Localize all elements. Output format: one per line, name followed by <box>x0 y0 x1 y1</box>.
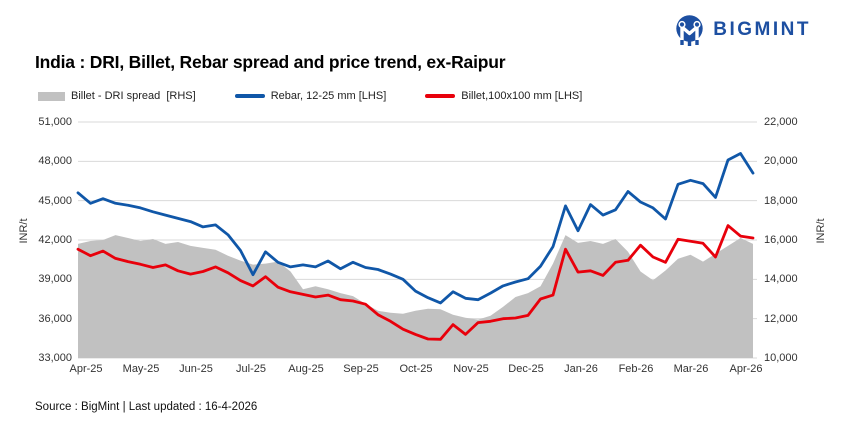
x-axis-tick: Jul-25 <box>236 363 266 375</box>
legend-label-billet: Billet,100x100 mm [LHS] <box>461 90 583 102</box>
chart-legend: Billet - DRI spread [RHS] Rebar, 12-25 m… <box>38 90 582 102</box>
legend-item-spread: Billet - DRI spread [RHS] <box>38 90 196 102</box>
brand-logo: BIGMINT <box>673 13 811 47</box>
left-axis-unit: INR/t <box>18 218 30 244</box>
brand-name: BIGMINT <box>713 19 811 40</box>
x-axis-tick: Jun-25 <box>179 363 213 375</box>
y-axis-right-tick: 10,000 <box>764 352 798 364</box>
x-axis-tick: Feb-26 <box>618 363 654 375</box>
source-note: Source : BigMint | Last updated : 16-4-2… <box>35 401 258 413</box>
page-title: India : DRI, Billet, Rebar spread and pr… <box>35 52 506 72</box>
y-axis-right-tick: 12,000 <box>764 312 798 325</box>
legend-label-spread: Billet - DRI spread [RHS] <box>71 90 196 102</box>
x-axis-tick: Oct-25 <box>399 363 433 375</box>
legend-item-billet: Billet,100x100 mm [LHS] <box>425 90 582 102</box>
x-axis-tick: Aug-25 <box>288 363 324 375</box>
x-axis-tick: Dec-25 <box>508 363 544 375</box>
spread-area-swatch-icon <box>38 91 65 101</box>
y-axis-left-tick: 51,000 <box>38 116 72 128</box>
legend-label-rebar: Rebar, 12-25 mm [LHS] <box>270 90 387 102</box>
right-axis-unit: INR/t <box>815 218 827 244</box>
x-axis-tick: Mar-26 <box>673 363 709 375</box>
x-axis-tick: Sep-25 <box>343 363 379 375</box>
series-line-billet <box>76 224 755 341</box>
rebar-line-swatch-icon <box>234 94 265 98</box>
bigmint-logo-icon <box>676 15 703 46</box>
y-axis-right-tick: 16,000 <box>764 234 798 246</box>
x-axis-tick: Nov-25 <box>453 363 489 375</box>
billet-line-swatch-icon <box>425 94 456 98</box>
legend-item-rebar: Rebar, 12-25 mm [LHS] <box>234 90 387 102</box>
x-axis-tick: Apr-25 <box>69 363 103 375</box>
y-axis-left-tick: 45,000 <box>38 194 72 207</box>
x-axis-tick: Apr-26 <box>729 363 763 375</box>
y-axis-right-tick: 14,000 <box>764 273 798 286</box>
series-line-rebar <box>76 152 755 305</box>
y-axis-left-tick: 48,000 <box>38 155 72 168</box>
x-axis-tick: Jan-26 <box>564 363 598 375</box>
y-axis-right-tick: 20,000 <box>764 155 798 168</box>
series-area-spread <box>78 235 753 358</box>
y-axis-left-tick: 42,000 <box>38 234 72 246</box>
y-axis-right-tick: 18,000 <box>764 194 798 207</box>
y-axis-left-tick: 39,000 <box>38 273 72 286</box>
x-axis-tick: May-25 <box>122 363 160 375</box>
y-axis-left-tick: 36,000 <box>38 312 72 325</box>
y-axis-right-tick: 22,000 <box>764 116 798 128</box>
y-axis-left-tick: 33,000 <box>38 352 72 364</box>
